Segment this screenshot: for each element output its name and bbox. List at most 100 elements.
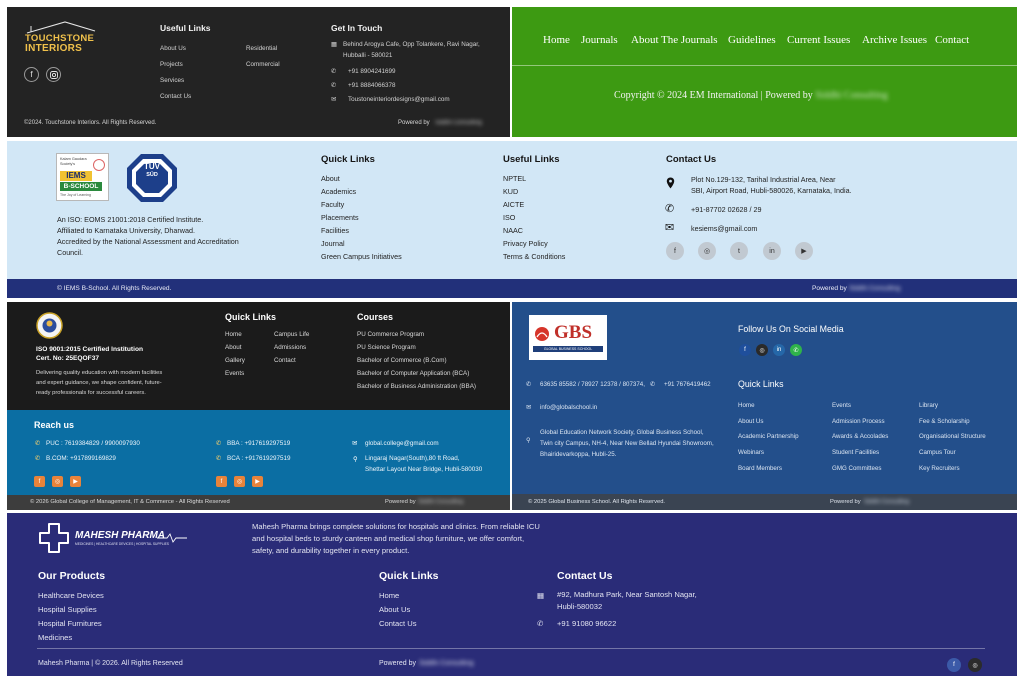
link-about-us[interactable]: About Us (160, 45, 186, 52)
facebook-icon[interactable]: f (947, 658, 961, 672)
phone1[interactable]: +91 8904241699 (348, 68, 396, 75)
nav-guidelines[interactable]: Guidelines (728, 34, 776, 46)
bca-phone[interactable]: BCA : +917619297519 (227, 455, 291, 462)
link-iso[interactable]: ISO (503, 213, 516, 222)
link-nptel[interactable]: NPTEL (503, 174, 527, 183)
phone2[interactable]: +91 8884066378 (348, 82, 396, 89)
link-contact-us[interactable]: Contact Us (160, 93, 192, 100)
nav-contact[interactable]: Contact (935, 34, 970, 46)
link-student-facilities[interactable]: Student Facilities (832, 449, 880, 456)
product-hospital-supplies[interactable]: Hospital Supplies (38, 605, 97, 614)
link-aicte[interactable]: AICTE (503, 200, 525, 209)
puc-phone[interactable]: PUC : 7619384829 / 9900097930 (46, 440, 140, 447)
link-about[interactable]: About (225, 344, 242, 351)
link-green-campus[interactable]: Green Campus Initiatives (321, 252, 402, 261)
link-contact-us[interactable]: Contact Us (379, 619, 417, 628)
youtube-icon[interactable]: ▶ (252, 476, 263, 487)
link-naac[interactable]: NAAC (503, 226, 523, 235)
link-residential[interactable]: Residential (246, 45, 278, 52)
link-fee-scholarship[interactable]: Fee & Scholarship (919, 418, 970, 425)
course-bcom[interactable]: Bachelor of Commerce (B.Com) (357, 357, 447, 364)
phone2[interactable]: +91 7676419462 (664, 381, 711, 388)
instagram-icon[interactable]: ◎ (234, 476, 245, 487)
link-terms[interactable]: Terms & Conditions (503, 252, 566, 261)
nav-current-issues[interactable]: Current Issues (787, 34, 851, 46)
link-board-members[interactable]: Board Members (738, 465, 783, 472)
phone[interactable]: +91-87702 02628 / 29 (691, 205, 762, 214)
whatsapp-icon[interactable]: ✆ (790, 344, 802, 356)
facebook-icon[interactable]: f (34, 476, 45, 487)
link-organisational-structure[interactable]: Organisational Structure (919, 433, 986, 440)
facebook-icon[interactable]: f (739, 344, 751, 356)
instagram-icon[interactable]: ◎ (52, 476, 63, 487)
nav-journals[interactable]: Journals (581, 34, 618, 46)
course-bba[interactable]: Bachelor of Business Administration (BBA… (357, 383, 476, 390)
facebook-icon[interactable]: f (216, 476, 227, 487)
facebook-icon[interactable]: f (666, 242, 684, 260)
course-pu-commerce[interactable]: PU Commerce Program (357, 331, 425, 338)
link-kud[interactable]: KUD (503, 187, 519, 196)
youtube-icon[interactable]: ▶ (70, 476, 81, 487)
nav-archive-issues[interactable]: Archive Issues (862, 34, 928, 46)
link-about[interactable]: About (321, 174, 340, 183)
link-facilities[interactable]: Facilities (321, 226, 349, 235)
link-about-us[interactable]: About Us (738, 418, 764, 425)
powered-by-name[interactable]: Siddhi Consulting (418, 499, 464, 505)
link-privacy-policy[interactable]: Privacy Policy (503, 239, 548, 248)
link-projects[interactable]: Projects (160, 61, 183, 68)
link-admission-process[interactable]: Admission Process (832, 418, 885, 425)
twitter-icon[interactable]: t (730, 242, 748, 260)
course-bca[interactable]: Bachelor of Computer Application (BCA) (357, 370, 470, 377)
link-library[interactable]: Library (919, 402, 938, 409)
powered-by-name[interactable]: Siddhi Consulting (419, 660, 474, 667)
link-commercial[interactable]: Commercial (246, 61, 280, 68)
instagram-icon[interactable]: ◎ (756, 344, 768, 356)
link-campus-tour[interactable]: Campus Tour (919, 449, 956, 456)
nav-about-the-journals[interactable]: About The Journals (631, 34, 718, 46)
bcom-phone[interactable]: B.COM: +917899169829 (46, 455, 116, 462)
email[interactable]: global.college@gmail.com (365, 440, 439, 447)
link-journal[interactable]: Journal (321, 239, 345, 248)
powered-by-name[interactable]: Siddhi Consulting (815, 90, 888, 101)
link-key-recruiters[interactable]: Key Recruiters (919, 465, 960, 472)
product-healthcare-devices[interactable]: Healthcare Devices (38, 591, 104, 600)
linkedin-icon[interactable]: in (773, 344, 785, 356)
link-awards[interactable]: Awards & Accolades (832, 433, 889, 440)
link-gmg-committees[interactable]: GMG Committees (832, 465, 882, 472)
link-events[interactable]: Events (225, 370, 245, 377)
link-campus-life[interactable]: Campus Life (274, 331, 310, 338)
powered-by-name[interactable]: Siddhi Consulting (849, 285, 901, 292)
link-home[interactable]: Home (379, 591, 400, 600)
instagram-icon[interactable]: ◎ (698, 242, 716, 260)
link-events[interactable]: Events (832, 402, 851, 409)
phone[interactable]: +91 91080 96622 (557, 619, 617, 628)
email[interactable]: Toustoneinteriordesigns@gmail.com (348, 96, 450, 103)
link-webinars[interactable]: Webinars (738, 449, 765, 456)
link-academic-partnership[interactable]: Academic Partnership (738, 433, 799, 440)
link-faculty[interactable]: Faculty (321, 200, 345, 209)
link-about-us[interactable]: About Us (379, 605, 411, 614)
nav-home[interactable]: Home (543, 34, 570, 46)
instagram-icon[interactable]: ◎ (968, 658, 982, 672)
link-placements[interactable]: Placements (321, 213, 359, 222)
product-medicines[interactable]: Medicines (38, 633, 73, 642)
bba-phone[interactable]: BBA : +917619297519 (227, 440, 291, 447)
youtube-icon[interactable]: ▶ (795, 242, 813, 260)
link-academics[interactable]: Academics (321, 187, 357, 196)
link-home[interactable]: Home (738, 402, 755, 409)
phone1[interactable]: 63635 85582 / 78927 12378 / 807374, (540, 381, 645, 388)
product-hospital-furnitures[interactable]: Hospital Furnitures (38, 619, 102, 628)
link-gallery[interactable]: Gallery (225, 357, 245, 364)
link-admissions[interactable]: Admissions (274, 344, 307, 351)
email[interactable]: info@globalschool.in (540, 404, 598, 411)
linkedin-icon[interactable]: in (763, 242, 781, 260)
link-contact[interactable]: Contact (274, 357, 296, 364)
powered-by-name[interactable]: Siddhi Consulting (864, 499, 910, 505)
link-home[interactable]: Home (225, 331, 242, 338)
powered-by-name[interactable]: Siddhi Consulting (435, 120, 482, 126)
instagram-icon[interactable] (46, 67, 61, 82)
facebook-icon[interactable]: f (24, 67, 39, 82)
email[interactable]: kesiems@gmail.com (691, 224, 758, 233)
course-pu-science[interactable]: PU Science Program (357, 344, 416, 351)
link-services[interactable]: Services (160, 77, 185, 84)
